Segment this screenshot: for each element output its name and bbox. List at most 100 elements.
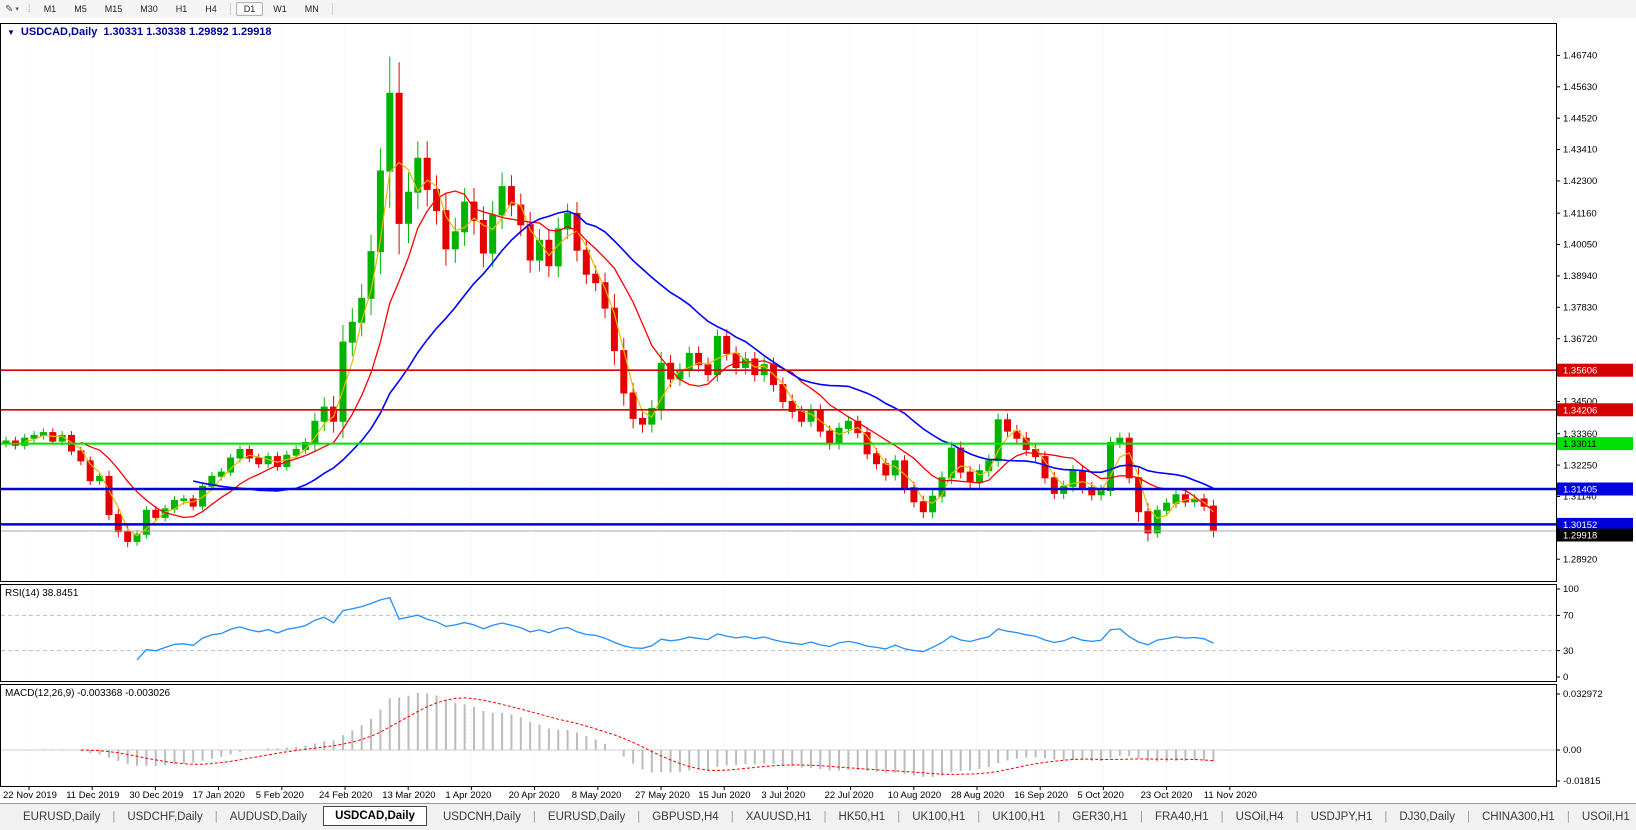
macd-panel: 0.032972 0.00 -0.01815 bbox=[1, 689, 1603, 787]
symbol-tab-bar: EURUSD,Daily | USDCHF,Daily | AUDUSD,Daily | U… bbox=[0, 803, 1636, 830]
timeframe-button-m5[interactable]: M5 bbox=[74, 4, 87, 14]
rsi-line bbox=[136, 596, 1214, 661]
moving-average-line bbox=[193, 210, 1214, 492]
tab-separator: | bbox=[1220, 811, 1224, 823]
timeframe-button-m30[interactable]: M30 bbox=[140, 4, 158, 14]
timeframe-button-h1[interactable]: H1 bbox=[175, 4, 188, 14]
date-tick-label: 16 Sep 2020 bbox=[1014, 790, 1068, 801]
price-badge bbox=[1557, 437, 1633, 451]
macd-tick-label: 0.032972 bbox=[1563, 689, 1603, 700]
chart-symbol-label: USDCAD,Daily bbox=[20, 26, 98, 38]
date-tick-label: 13 Mar 2020 bbox=[382, 790, 435, 801]
price-tick-label: 1.44520 bbox=[1563, 113, 1597, 124]
chevron-down-icon[interactable]: ▾ bbox=[15, 6, 19, 13]
macd-tick-label: -0.01815 bbox=[1563, 776, 1601, 787]
price-tick-label: 1.42300 bbox=[1563, 176, 1597, 187]
chart-tab-usdcnh-daily[interactable]: USDCNH,Daily bbox=[442, 811, 521, 823]
moving-average-line bbox=[80, 190, 1214, 519]
chart-tab-usdcad-daily[interactable]: USDCAD,Daily bbox=[323, 806, 427, 826]
tab-separator: | bbox=[823, 811, 827, 823]
tab-separator: | bbox=[897, 811, 901, 823]
chart-tab-gbpusd-h4[interactable]: GBPUSD,H4 bbox=[652, 811, 719, 823]
rsi-panel: 100 70 30 0 bbox=[1, 584, 1579, 683]
price-badge-label: 1.35606 bbox=[1563, 366, 1597, 377]
price-tick-label: 1.36720 bbox=[1563, 334, 1597, 345]
chart-tab-eurusd-daily[interactable]: EURUSD,Daily bbox=[547, 811, 626, 823]
date-tick-label: 23 Oct 2020 bbox=[1141, 790, 1193, 801]
timeframe-button-m15[interactable]: M15 bbox=[104, 4, 123, 14]
price-tick-label: 1.34500 bbox=[1563, 397, 1597, 408]
chart-tab-uk100-h1[interactable]: UK100,H1 bbox=[912, 811, 966, 823]
timeframe-button-w1[interactable]: W1 bbox=[273, 4, 287, 14]
chart-tab-usdchf-daily[interactable]: USDCHF,Daily bbox=[127, 811, 203, 823]
timeframe-buttons: M1 M5 M15 M30 H1 H4 D1 W1 MN bbox=[35, 2, 337, 16]
date-tick-label: 3 Jul 2020 bbox=[761, 790, 805, 801]
collapse-arrow-icon[interactable]: ▼ bbox=[7, 27, 15, 37]
timeframe-toolbar: ✎ ▾ ⁞ M1 M5 M15 M30 H1 H4 D1 W1 MN bbox=[0, 0, 1636, 19]
grid-lines bbox=[28, 25, 1231, 785]
tab-separator: | bbox=[1384, 811, 1388, 823]
moving-averages bbox=[24, 161, 1214, 537]
date-tick-label: 22 Nov 2019 bbox=[3, 790, 57, 801]
date-tick-label: 8 May 2020 bbox=[572, 790, 622, 801]
chart-ohlc-values: 1.30331 1.30338 1.29892 1.29918 bbox=[103, 26, 272, 38]
date-tick-label: 30 Dec 2019 bbox=[129, 790, 183, 801]
price-badge-label: 1.34206 bbox=[1563, 405, 1597, 416]
price-tick-label: 1.31140 bbox=[1563, 492, 1597, 503]
date-tick-label: 5 Oct 2020 bbox=[1077, 790, 1123, 801]
price-badge bbox=[1557, 403, 1633, 417]
tab-separator: | bbox=[637, 811, 641, 823]
timeframe-button-m1[interactable]: M1 bbox=[43, 4, 57, 14]
cursor-tool-icon[interactable]: ✎ bbox=[5, 3, 14, 15]
chart-title: ▼ USDCAD,Daily 1.30331 1.30338 1.29892 1… bbox=[7, 26, 272, 38]
price-tick-label: 1.46740 bbox=[1563, 51, 1597, 62]
price-badge bbox=[1557, 363, 1633, 377]
chart-canvas: 1.46740 1.45630 1.44520 1.43410 1.42300 1.411… bbox=[0, 23, 1633, 801]
chart-tab-usoil-h1[interactable]: USOil,H1 bbox=[1581, 811, 1630, 823]
rsi-tick-label: 100 bbox=[1563, 584, 1579, 595]
tab-separator: | bbox=[532, 811, 536, 823]
tab-separator: | bbox=[1295, 811, 1299, 823]
date-tick-label: 20 Apr 2020 bbox=[509, 790, 560, 801]
price-tick-label: 1.37830 bbox=[1563, 303, 1597, 314]
chart-tab-china300-h1[interactable]: CHINA300,H1 bbox=[1481, 811, 1555, 823]
date-tick-label: 5 Feb 2020 bbox=[256, 790, 304, 801]
tab-separator: | bbox=[1466, 811, 1470, 823]
date-tick-label: 24 Feb 2020 bbox=[319, 790, 372, 801]
timeframe-button-mn[interactable]: MN bbox=[304, 4, 319, 14]
price-badge-label: 1.29918 bbox=[1563, 531, 1597, 542]
tab-separator: | bbox=[977, 811, 981, 823]
chart-tab-audusd-daily[interactable]: AUDUSD,Daily bbox=[229, 811, 308, 823]
macd-tick-label: 0.00 bbox=[1563, 745, 1582, 756]
chart-tab-eurusd-daily[interactable]: EURUSD,Daily bbox=[23, 811, 101, 823]
macd-indicator-label: MACD(12,26,9) -0.003368 -0.003026 bbox=[5, 688, 171, 699]
tab-separator: | bbox=[1057, 811, 1061, 823]
timeframe-button-h4[interactable]: H4 bbox=[205, 4, 217, 14]
chart-tab-dj30-daily[interactable]: DJ30,Daily bbox=[1399, 811, 1455, 823]
rsi-tick-label: 70 bbox=[1563, 611, 1574, 622]
chart-tab-uk100-h1[interactable]: UK100,H1 bbox=[992, 811, 1046, 823]
chart-tab-hk50-h1[interactable]: HK50,H1 bbox=[838, 811, 886, 823]
date-tick-label: 10 Aug 2020 bbox=[888, 790, 941, 801]
price-tick-label: 1.45630 bbox=[1563, 82, 1597, 93]
chart-tab-xauusd-h1[interactable]: XAUUSD,H1 bbox=[745, 811, 812, 823]
chart-tab-usoil-h4[interactable]: USOil,H4 bbox=[1235, 811, 1284, 823]
toolbar-grip-handle[interactable]: ⁞ bbox=[27, 3, 31, 15]
tab-separator: | bbox=[214, 811, 218, 823]
date-tick-label: 28 Aug 2020 bbox=[951, 790, 1004, 801]
timeframe-button-d1[interactable]: D1 bbox=[235, 2, 264, 16]
date-tick-label: 17 Jan 2020 bbox=[193, 790, 245, 801]
rsi-tick-label: 0 bbox=[1563, 672, 1568, 683]
date-tick-label: 11 Dec 2019 bbox=[66, 790, 119, 801]
price-tick-label: 1.41160 bbox=[1563, 208, 1597, 219]
chart-tab-fra40-h1[interactable]: FRA40,H1 bbox=[1154, 811, 1209, 823]
chart-tab-usdjpy-h1[interactable]: USDJPY,H1 bbox=[1310, 811, 1373, 823]
price-badge-label: 1.33011 bbox=[1563, 439, 1597, 450]
price-axis: 1.46740 1.45630 1.44520 1.43410 1.42300 1.411… bbox=[1556, 51, 1633, 565]
chart-tab-ger30-h1[interactable]: GER30,H1 bbox=[1072, 811, 1128, 823]
price-tick-label: 1.28920 bbox=[1563, 554, 1597, 565]
price-tick-label: 1.38940 bbox=[1563, 271, 1597, 282]
price-tick-label: 1.33360 bbox=[1563, 429, 1597, 440]
toolbar-separator bbox=[229, 3, 231, 15]
tab-separator: | bbox=[730, 811, 734, 823]
